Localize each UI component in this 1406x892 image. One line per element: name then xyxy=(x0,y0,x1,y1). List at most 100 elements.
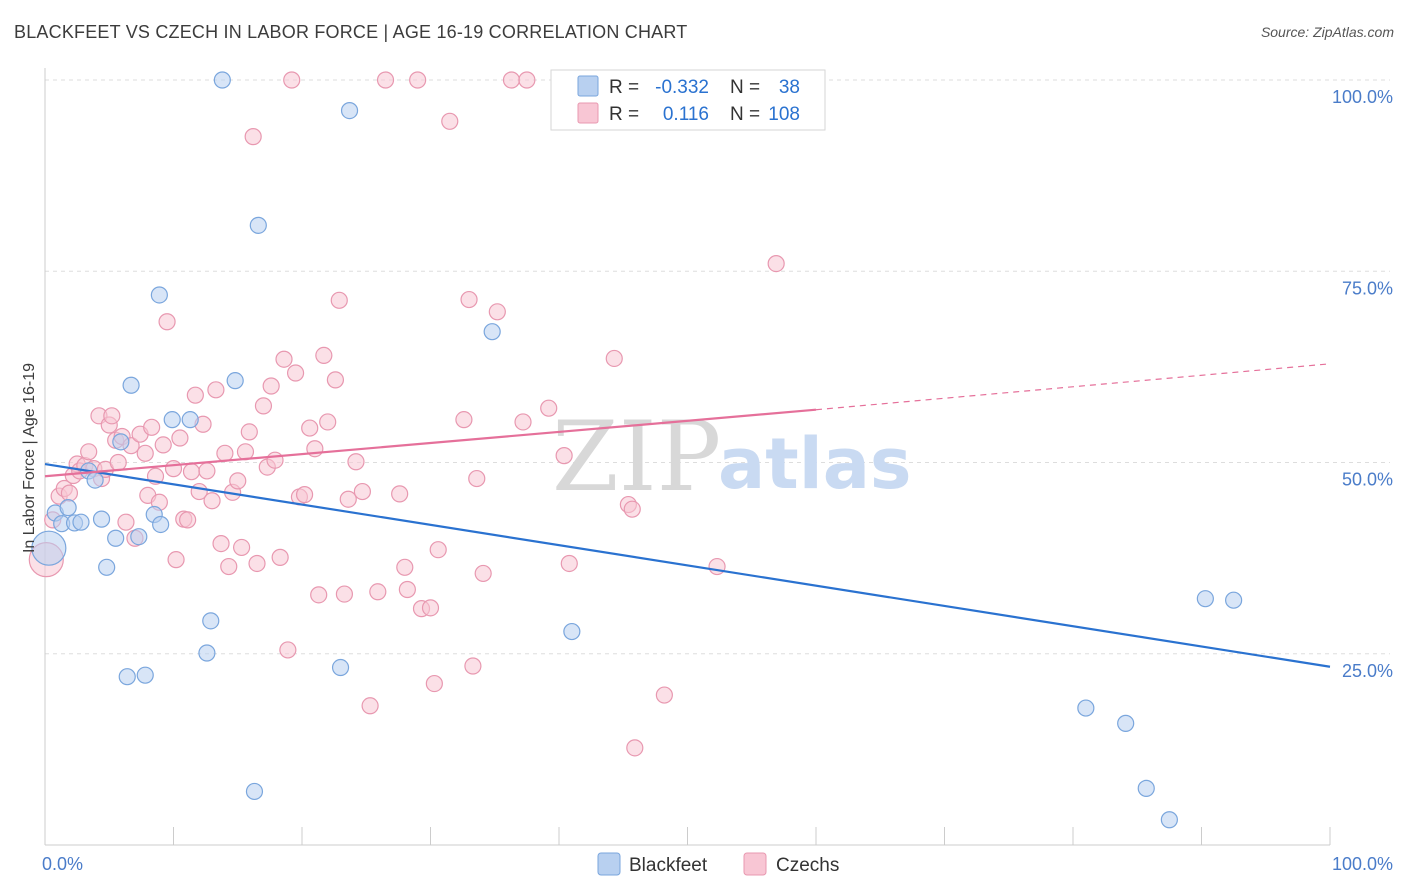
blackfeet-point xyxy=(202,612,220,630)
legend-czechs-swatch xyxy=(577,102,599,124)
y-tick-label-75: 75.0% xyxy=(1342,278,1393,298)
czechs-point xyxy=(767,255,785,273)
x-tick-label-start: 0.0% xyxy=(42,854,83,874)
legend-n-czechs: 108 xyxy=(768,104,800,125)
legend-n-label-czechs: N = xyxy=(730,104,760,125)
czechs-point xyxy=(254,397,273,415)
czechs-point xyxy=(488,303,506,321)
czechs-point xyxy=(248,554,266,573)
tick-labels: 25.0% 50.0% 75.0% 100.0% 0.0% 100.0% xyxy=(42,87,1393,874)
legend-n-label-blackfeet: N = xyxy=(730,77,760,98)
y-tick-label-100: 100.0% xyxy=(1332,87,1393,107)
czechs-point xyxy=(271,548,289,566)
czechs-point xyxy=(502,71,521,89)
czechs-point xyxy=(301,419,319,437)
czechs-point xyxy=(244,128,262,146)
blackfeet-point xyxy=(92,510,111,528)
x-tick-label-end: 100.0% xyxy=(1332,854,1393,874)
blackfeet-point xyxy=(118,668,136,686)
y-tick-label-25: 25.0% xyxy=(1342,661,1393,681)
y-tick-label-50: 50.0% xyxy=(1342,470,1393,490)
czechs-point xyxy=(460,290,478,309)
czechs-point xyxy=(560,554,578,573)
czechs-point xyxy=(326,371,345,389)
czechs-point xyxy=(398,580,416,599)
blackfeet-point xyxy=(31,530,67,566)
watermark-atlas: atlas xyxy=(718,423,912,505)
czechs-point xyxy=(518,71,536,89)
czechs-point xyxy=(353,482,371,501)
blackfeet-points xyxy=(31,71,1243,829)
czechs-point xyxy=(315,346,333,364)
czechs-point xyxy=(540,399,558,417)
czechs-point xyxy=(655,686,673,704)
legend-r-czechs: 0.116 xyxy=(663,104,709,125)
blackfeet-point xyxy=(226,372,244,390)
czechs-point xyxy=(468,469,486,488)
watermark: ZIP atlas xyxy=(552,401,912,513)
czechs-point xyxy=(339,490,357,508)
y-axis-label: In Labor Force | Age 16-19 xyxy=(21,363,38,553)
legend-n-blackfeet: 38 xyxy=(779,77,800,98)
czechs-point xyxy=(310,586,328,604)
czechs-point xyxy=(171,429,189,447)
blackfeet-point xyxy=(98,558,116,576)
czechs-point xyxy=(167,551,185,569)
czechs-point xyxy=(396,558,414,576)
czechs-point xyxy=(376,71,395,89)
czechs-point xyxy=(347,453,365,471)
czechs-point xyxy=(233,538,251,557)
czechs-point xyxy=(136,444,154,462)
czechs-point xyxy=(198,462,216,480)
czechs-point xyxy=(262,377,280,395)
czechs-point xyxy=(216,444,234,462)
czechs-point xyxy=(295,486,314,504)
czechs-point xyxy=(429,541,447,559)
czechs-point xyxy=(391,485,409,503)
blackfeet-point xyxy=(1225,591,1243,609)
czechs-point xyxy=(266,451,284,469)
blackfeet-point xyxy=(563,622,581,641)
czechs-point xyxy=(143,418,161,436)
blackfeet-point xyxy=(483,323,501,341)
czechs-point xyxy=(240,423,258,441)
czechs-point xyxy=(117,513,135,531)
czechs-point xyxy=(229,472,247,490)
bottom-legend-czechs[interactable]: Czechs xyxy=(776,855,839,876)
blackfeet-point xyxy=(163,411,181,429)
blackfeet-point xyxy=(249,216,267,234)
czechs-point xyxy=(275,350,293,368)
czechs-point xyxy=(455,411,473,429)
czechs-point xyxy=(409,71,427,89)
bottom-legend-blackfeet-swatch[interactable] xyxy=(597,852,621,876)
blackfeet-point xyxy=(1137,779,1155,797)
blackfeet-point xyxy=(1077,699,1095,717)
legend-blackfeet-swatch xyxy=(577,75,599,97)
source-credit: Source: ZipAtlas.com xyxy=(1260,24,1394,40)
blackfeet-point xyxy=(122,376,140,394)
blackfeet-point xyxy=(136,666,154,684)
czechs-point xyxy=(220,557,238,576)
bottom-legend-blackfeet[interactable]: Blackfeet xyxy=(629,855,708,876)
czechs-point xyxy=(421,599,440,617)
czechs-point xyxy=(361,697,379,715)
czechs-point xyxy=(464,657,482,675)
czechs-point xyxy=(286,364,305,382)
blackfeet-point xyxy=(152,515,170,534)
bottom-legend-czechs-swatch[interactable] xyxy=(743,852,767,876)
blackfeet-trend-line xyxy=(44,462,1331,668)
blackfeet-point xyxy=(198,644,216,662)
czechs-point xyxy=(103,407,121,425)
correlation-legend: R = -0.332 N = 38 R = 0.116 N = 108 xyxy=(550,69,826,131)
czechs-point xyxy=(80,443,98,461)
legend-r-label-czechs: R = xyxy=(609,104,639,125)
czechs-point xyxy=(555,447,573,465)
czechs-point xyxy=(623,500,641,518)
blackfeet-point xyxy=(59,499,77,517)
blackfeet-point xyxy=(130,528,148,546)
axes xyxy=(44,68,1331,846)
trend-lines xyxy=(44,363,1331,668)
czechs-point xyxy=(425,674,443,693)
watermark-zip: ZIP xyxy=(552,401,721,513)
